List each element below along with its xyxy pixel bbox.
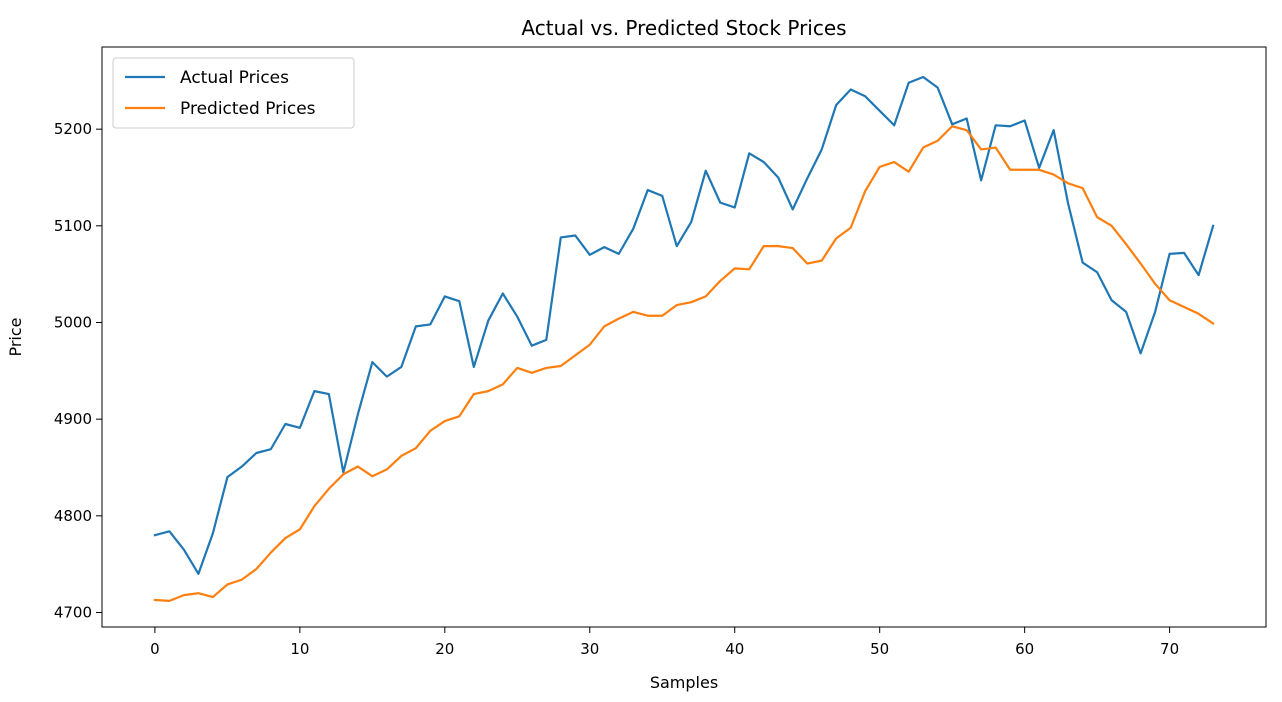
legend-entry-label: Predicted Prices [180,99,316,119]
x-tick-label: 60 [1015,640,1034,658]
x-axis: 0 10 20 30 40 50 60 70 [150,627,1179,658]
y-tick-label: 5000 [54,314,92,332]
legend-box [112,57,355,129]
y-tick-label: 4800 [54,507,92,525]
legend-entry-label: Actual Prices [180,68,289,88]
plot-area [101,46,1267,628]
series-line-predicted-prices [153,125,1215,603]
x-tick-label: 10 [290,640,309,658]
y-tick-label: 5100 [54,217,92,235]
x-axis-label: Samples [650,673,718,692]
x-tick-label: 70 [1160,640,1179,658]
x-tick-label: 40 [725,640,744,658]
x-tick-label: 50 [870,640,889,658]
chart-title: Actual vs. Predicted Stock Prices [521,16,846,40]
y-tick-label: 5200 [54,120,92,138]
y-tick-label: 4700 [54,604,92,622]
legend: Actual Prices Predicted Prices [112,57,355,129]
y-tick-label: 4900 [54,410,92,428]
x-tick-label: 0 [150,640,160,658]
plot-frame [101,46,1267,628]
series-line-actual-prices [153,75,1215,575]
y-axis-label: Price [6,317,25,356]
x-tick-label: 30 [580,640,599,658]
x-tick-label: 20 [435,640,454,658]
y-axis: 4700 4800 4900 5000 5100 5200 [54,120,102,622]
